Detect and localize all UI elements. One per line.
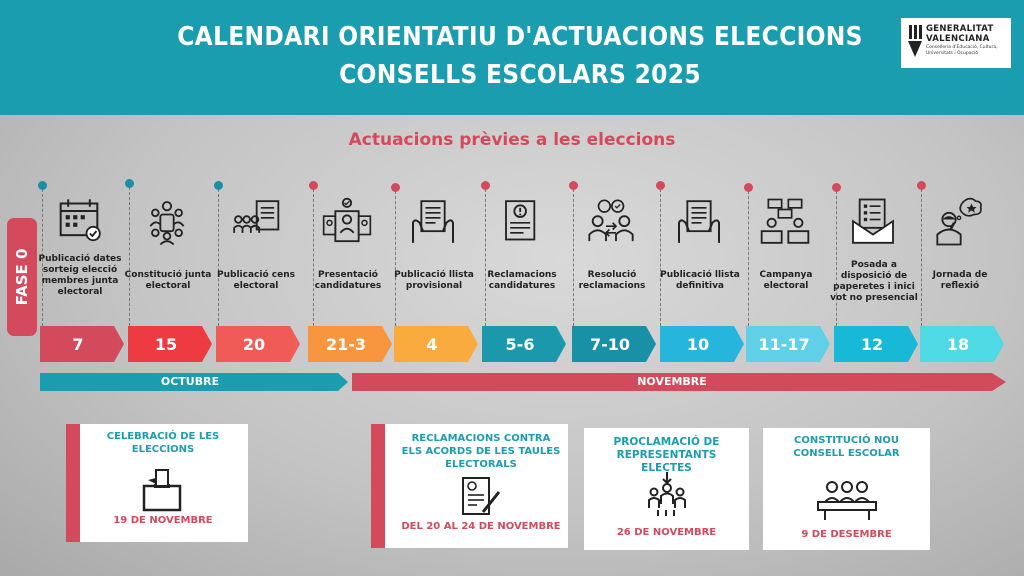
- hands-document-icon: [678, 200, 720, 243]
- date-arrow: 15: [128, 326, 212, 362]
- timeline-dot: [917, 181, 926, 190]
- logo-line1: GENERALITAT: [926, 24, 994, 34]
- people-exchange-icon: [588, 199, 634, 242]
- page-title: CALENDARI ORIENTATIU D'ACTUACIONS ELECCI…: [177, 22, 863, 90]
- timeline-tick: [395, 191, 396, 326]
- month-bar-octubre: [40, 373, 348, 391]
- date-arrow: 5-6: [482, 326, 566, 362]
- date-label: 18: [946, 335, 970, 354]
- date-label: 5-6: [505, 335, 535, 354]
- meeting-table-icon: [149, 201, 185, 246]
- card-celebracio: CELEBRACIÓ DE LES ELECCIONS 19 DE NOVEMB…: [66, 424, 248, 542]
- timeline-dot: [214, 181, 223, 190]
- date-arrow: 4: [394, 326, 478, 362]
- timeline-tick: [921, 189, 922, 326]
- card-date: 19 DE NOVEMBRE: [113, 515, 213, 526]
- card-accent-bar: [66, 424, 80, 542]
- step-label: Publicació cens electoral: [217, 270, 295, 291]
- timeline-dot: [744, 183, 753, 192]
- date-label: 7-10: [589, 335, 631, 354]
- card-accent-bar: [371, 424, 385, 548]
- timeline-tick: [748, 191, 749, 326]
- logo-line2: VALENCIANA: [926, 34, 990, 44]
- timeline-dot: [391, 183, 400, 192]
- council-table-icon: [817, 481, 877, 520]
- card-date: DEL 20 AL 24 DE NOVEMBRE: [401, 521, 561, 532]
- timeline-dot: [481, 181, 490, 190]
- date-label: 21-3: [325, 335, 367, 354]
- card-title: PROCLAMACIÓ DE REPRESENTANTS ELECTES: [613, 436, 720, 474]
- timeline-tick: [129, 187, 130, 326]
- phase-tag: FASE 0: [7, 218, 37, 336]
- generalitat-logo: GENERALITAT VALENCIANA Conselleria d'Edu…: [901, 18, 1011, 68]
- step-label: Jornada de reflexió: [932, 270, 988, 291]
- step-label: Presentació candidatures: [314, 270, 382, 291]
- card-constitucio: CONSTITUCIÓ NOU CONSELL ESCOLAR 9 DE DES…: [763, 428, 930, 550]
- month-label-novembre: NOVEMBRE: [637, 375, 707, 388]
- timeline-tick: [836, 191, 837, 326]
- timeline-dot: [125, 179, 134, 188]
- date-label: 15: [154, 335, 178, 354]
- date-arrow: 20: [216, 326, 300, 362]
- debate-icon: [760, 198, 810, 244]
- thinking-person-icon: [936, 197, 982, 246]
- header-banner: CALENDARI ORIENTATIU D'ACTUACIONS ELECCI…: [0, 0, 1024, 115]
- logo-emblem-icon: [908, 25, 922, 57]
- step-label: Publicació llista definitiva: [660, 270, 740, 291]
- date-label: 7: [72, 335, 84, 354]
- step-label: Reclamacions candidatures: [487, 270, 557, 291]
- timeline-tick: [660, 189, 661, 326]
- timeline-dot: [309, 181, 318, 190]
- month-label-octubre: OCTUBRE: [160, 375, 220, 388]
- date-arrow: 7-10: [572, 326, 656, 362]
- card-title: CONSTITUCIÓ NOU CONSELL ESCOLAR: [793, 435, 900, 459]
- timeline-dot: [38, 181, 47, 190]
- logo-line3: Conselleria d'Educació, Cultura, Univers…: [926, 45, 998, 56]
- card-title: CELEBRACIÓ DE LES ELECCIONS: [106, 431, 220, 455]
- card-proclamacio: PROCLAMACIÓ DE REPRESENTANTS ELECTES 26 …: [584, 428, 749, 550]
- phase-label: FASE 0: [13, 248, 31, 306]
- month-bar-novembre: [352, 373, 1006, 391]
- card-date: 9 DE DESEMBRE: [801, 529, 892, 540]
- date-arrow: 11-17: [746, 326, 830, 362]
- envelope-ballot-icon: [852, 198, 894, 244]
- document-alert-icon: [505, 200, 536, 241]
- date-arrow: 18: [920, 326, 1004, 362]
- date-label: 11-17: [758, 335, 810, 354]
- timeline-dot: [832, 183, 841, 192]
- timeline-tick: [485, 189, 486, 326]
- ballot-box-icon: [142, 469, 182, 512]
- date-label: 10: [686, 335, 710, 354]
- hands-document-icon: [412, 200, 454, 243]
- step-label: Campanya electoral: [759, 270, 813, 291]
- date-label: 20: [242, 335, 266, 354]
- timeline-tick: [218, 189, 219, 326]
- step-label: Publicació llista provisional: [394, 270, 474, 291]
- date-arrow: 10: [660, 326, 744, 362]
- timeline-dot: [656, 181, 665, 190]
- card-reclamacions: RECLAMACIONS CONTRA ELS ACORDS DE LES TA…: [371, 424, 568, 548]
- timeline-dot: [569, 181, 578, 190]
- step-label: Posada a disposició de paperetes i inici…: [830, 260, 918, 303]
- step-label: Resolució reclamacions: [578, 270, 646, 291]
- step-label: Constitució junta electoral: [124, 270, 212, 291]
- calendar-check-icon: [59, 199, 101, 242]
- date-arrow: 12: [834, 326, 918, 362]
- signed-document-icon: [462, 477, 501, 515]
- date-label: 4: [426, 335, 438, 354]
- card-date: 26 DE NOVEMBRE: [616, 527, 717, 538]
- timeline-tick: [573, 189, 574, 326]
- section-subtitle: Actuacions prèvies a les eleccions: [348, 130, 676, 150]
- date-label: 12: [860, 335, 884, 354]
- date-arrow: 21-3: [308, 326, 392, 362]
- timeline-tick: [313, 189, 314, 326]
- candidate-cards-icon: [322, 197, 372, 243]
- step-label: Publicació dates sorteig elecció membres…: [38, 254, 122, 297]
- timeline-tick: [42, 189, 43, 326]
- people-document-icon: [233, 200, 280, 233]
- date-arrow: 7: [40, 326, 124, 362]
- card-title: RECLAMACIONS CONTRA ELS ACORDS DE LES TA…: [401, 433, 561, 470]
- group-people-icon: [648, 472, 686, 516]
